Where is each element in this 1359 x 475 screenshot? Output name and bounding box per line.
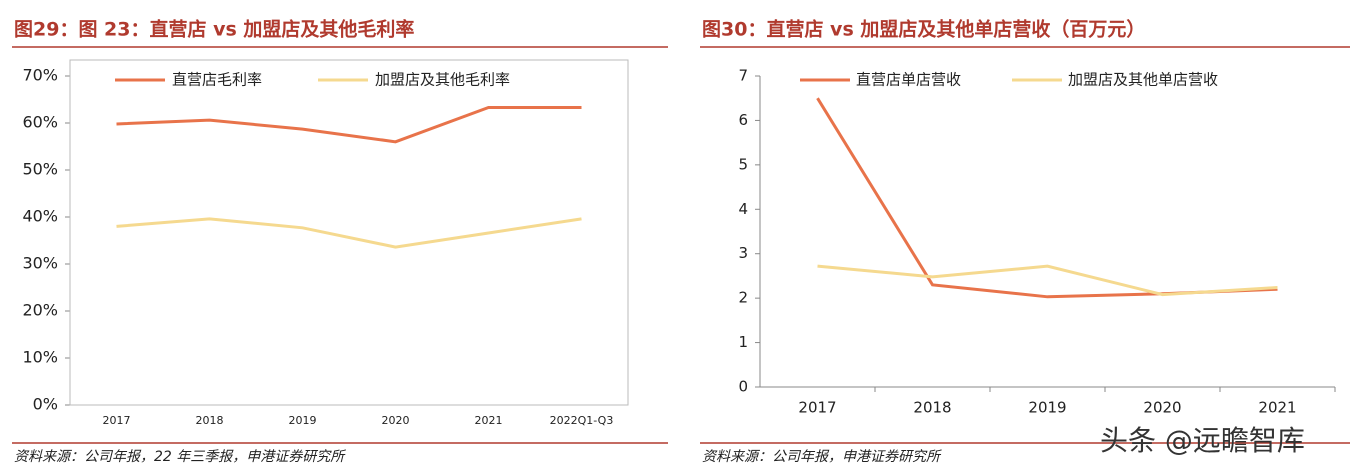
chart-title: 图30：直营店 vs 加盟店及其他单店营收（百万元）: [702, 18, 1145, 41]
x-tick-label: 2018: [913, 399, 951, 417]
series-line: [817, 264, 1278, 297]
x-tick-label: 2020: [1143, 399, 1181, 417]
y-tick-label: 60%: [22, 113, 58, 132]
y-tick-label: 70%: [22, 66, 58, 85]
y-tick-label: 20%: [22, 301, 58, 320]
y-tick-label: 1: [738, 333, 748, 351]
x-tick-label: 2018: [196, 414, 224, 427]
y-tick-label: 10%: [22, 348, 58, 367]
chart-title: 图29：图 23：直营店 vs 加盟店及其他毛利率: [14, 18, 414, 41]
x-tick-label: 2019: [1028, 399, 1066, 417]
x-tick-label: 2019: [289, 414, 317, 427]
y-tick-label: 6: [738, 111, 748, 129]
y-tick-label: 3: [738, 244, 748, 262]
plot-frame: [69, 59, 629, 406]
y-tick-label: 7: [738, 67, 748, 85]
y-tick-label: 0: [738, 378, 748, 396]
y-tick-label: 50%: [22, 160, 58, 179]
series-line: [116, 105, 582, 144]
x-tick-label: 2021: [1258, 399, 1296, 417]
y-tick-label: 0%: [33, 395, 58, 414]
y-tick-label: 30%: [22, 254, 58, 273]
x-tick-label: 2017: [103, 414, 131, 427]
watermark: 头条 @远瞻智库: [1100, 424, 1305, 457]
y-tick-label: 4: [738, 200, 748, 218]
legend-label: 加盟店及其他单店营收: [1068, 71, 1218, 89]
x-tick-label: 2020: [382, 414, 410, 427]
x-tick-label: 2022Q1-Q3: [550, 414, 614, 427]
y-tick-label: 2: [738, 289, 748, 307]
legend-label: 直营店毛利率: [172, 71, 262, 89]
source-note: 资料来源：公司年报，申港证券研究所: [702, 449, 942, 465]
series-line: [116, 217, 582, 249]
y-tick-label: 40%: [22, 207, 58, 226]
legend-label: 加盟店及其他毛利率: [375, 71, 510, 89]
x-tick-label: 2017: [798, 399, 836, 417]
legend-label: 直营店单店营收: [856, 71, 961, 89]
x-tick-label: 2021: [475, 414, 503, 427]
source-note: 资料来源：公司年报，22 年三季报，申港证券研究所: [14, 449, 346, 465]
y-tick-label: 5: [738, 155, 748, 173]
